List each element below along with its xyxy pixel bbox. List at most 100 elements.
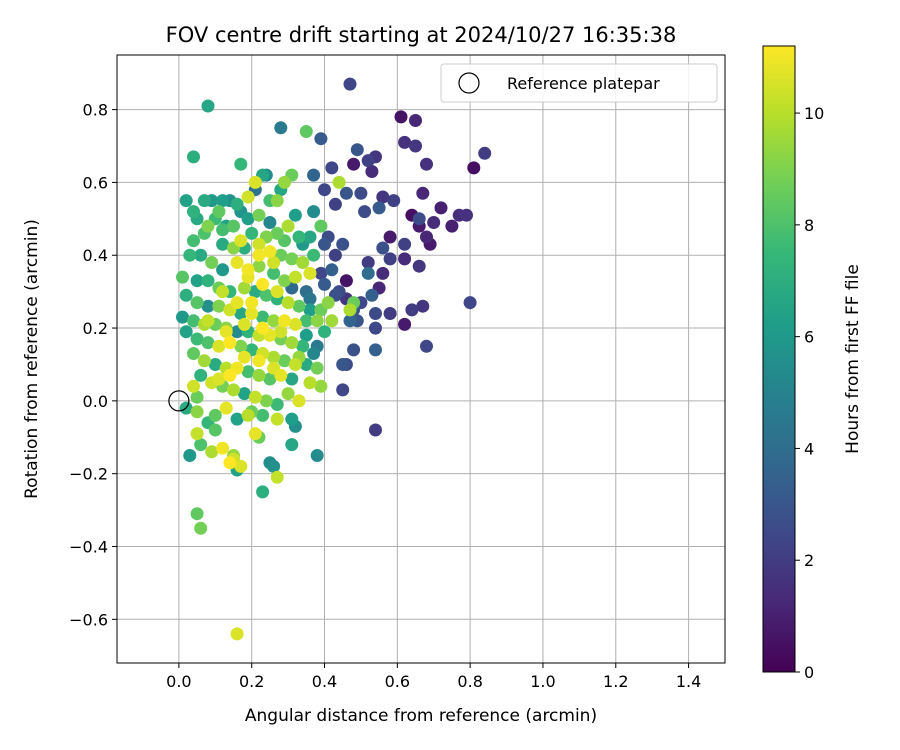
colorbar-tick-label: 6: [804, 328, 814, 347]
scatter-point: [285, 372, 299, 386]
y-tick-label: 0.2: [83, 319, 108, 338]
scatter-point: [230, 256, 244, 269]
x-tick-label: 0.8: [457, 672, 482, 691]
scatter-point: [190, 390, 204, 404]
scatter-point: [227, 383, 240, 397]
scatter-point: [398, 252, 412, 266]
scatter-point: [190, 332, 204, 346]
scatter-point: [278, 314, 291, 328]
scatter-point: [205, 256, 219, 269]
scatter-point: [197, 194, 211, 208]
scatter-point: [245, 307, 259, 320]
scatter-point: [190, 274, 204, 288]
scatter-point: [307, 248, 321, 262]
reference-platepar-point: [168, 390, 190, 412]
scatter-point: [310, 314, 324, 328]
scatter-point: [216, 194, 230, 208]
scatter-point: [369, 321, 382, 335]
scatter-point: [307, 347, 321, 360]
scatter-point: [212, 372, 226, 386]
scatter-point: [409, 139, 422, 153]
scatter-point: [387, 194, 401, 208]
scatter-point: [347, 343, 361, 357]
scatter-point: [252, 368, 266, 382]
scatter-point: [347, 157, 361, 171]
colorbar-tick-label: 10: [804, 104, 824, 123]
scatter-point: [187, 150, 200, 164]
scatter-point: [205, 445, 219, 459]
scatter-point: [212, 299, 226, 313]
grid-lines: [117, 55, 725, 663]
scatter-point: [201, 219, 215, 233]
scatter-point: [190, 427, 204, 441]
y-tick-label: 0.8: [83, 101, 108, 120]
colorbar-label: Hours from first FF file: [843, 264, 863, 454]
scatter-point: [278, 175, 291, 189]
colorbar-tick-label: 0: [804, 663, 814, 682]
scatter-point: [328, 248, 342, 262]
scatter-point: [194, 438, 208, 452]
scatter-point: [259, 288, 273, 302]
scatter-point: [259, 394, 273, 408]
scatter-point: [252, 208, 266, 222]
scatter-point: [336, 237, 350, 251]
scatter-point: [187, 234, 200, 248]
scatter-point: [187, 314, 200, 328]
scatter-point: [245, 226, 259, 240]
scatter-point: [427, 216, 441, 229]
scatter-point: [230, 296, 244, 310]
scatter-point: [179, 325, 193, 339]
scatter-point: [288, 270, 302, 284]
scatter-point: [361, 256, 375, 269]
scatter-point: [307, 168, 321, 182]
scatter-point: [237, 281, 251, 295]
scatter-point: [376, 241, 390, 255]
scatter-point: [237, 350, 251, 364]
scatter-point: [467, 161, 481, 175]
x-tick-label: 1.2: [603, 672, 628, 691]
scatter-point: [292, 394, 306, 408]
colorbar-tick-label: 4: [804, 439, 814, 458]
x-axis-label: Angular distance from reference (arcmin): [245, 706, 597, 726]
scatter-point: [230, 627, 244, 641]
scatter-point: [339, 274, 353, 288]
legend-box: [440, 63, 718, 103]
scatter-point: [270, 285, 284, 299]
scatter-point: [241, 408, 255, 422]
scatter-point: [241, 365, 255, 379]
scatter-point: [339, 186, 353, 200]
scatter-point: [394, 110, 408, 124]
scatter-point: [420, 230, 433, 244]
scatter-point: [208, 423, 222, 437]
x-tick-label: 0.2: [239, 672, 264, 691]
scatter-point: [183, 449, 197, 462]
scatter-point: [278, 274, 291, 288]
scatter-point: [194, 368, 208, 382]
scatter-point: [299, 328, 313, 342]
scatter-point: [303, 376, 317, 390]
scatter-point: [234, 234, 248, 248]
scatter-point: [303, 303, 317, 317]
colorbar-tick-label: 8: [804, 216, 814, 235]
legend: Reference platepar: [440, 63, 718, 103]
y-tick-label: −0.2: [69, 465, 108, 484]
scatter-point: [201, 299, 215, 313]
scatter-point: [332, 175, 346, 189]
scatter-point: [187, 205, 200, 219]
scatter-point: [412, 259, 426, 273]
scatter-point: [248, 390, 262, 404]
x-tick-label: 1.0: [530, 672, 555, 691]
scatter-point: [281, 387, 295, 401]
scatter-point: [318, 183, 331, 197]
scatter-point: [361, 154, 375, 168]
scatter-point: [292, 230, 306, 244]
scatter-point: [292, 299, 306, 313]
scatter-point: [369, 423, 382, 437]
scatter-point: [252, 354, 266, 368]
chart-title: FOV centre drift starting at 2024/10/27 …: [166, 23, 677, 47]
scatter-point: [270, 470, 284, 484]
scatter-point: [460, 208, 473, 222]
scatter-point: [281, 219, 295, 233]
scatter-point: [201, 314, 215, 328]
x-tick-label: 0.6: [385, 672, 410, 691]
